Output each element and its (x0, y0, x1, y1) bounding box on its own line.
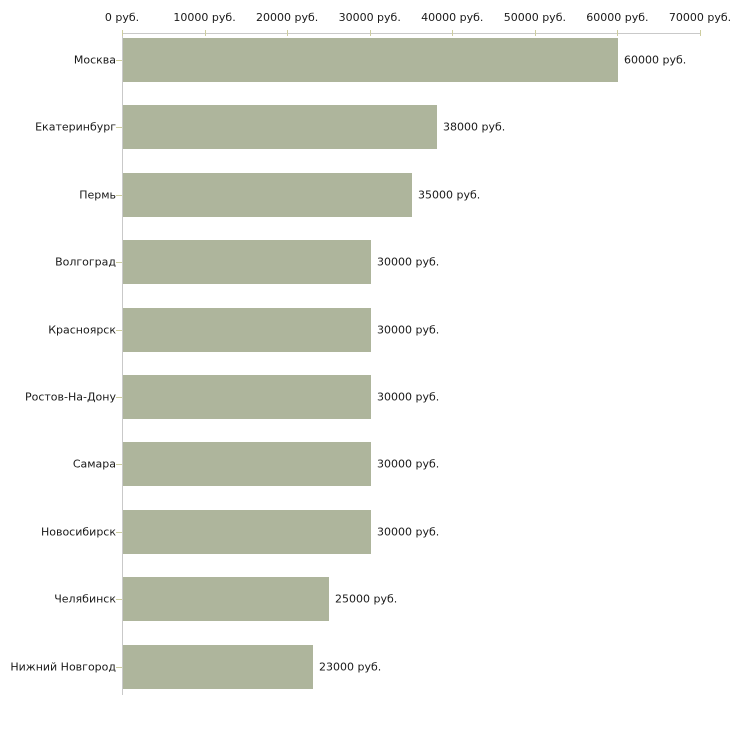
value-label: 30000 руб. (377, 390, 440, 404)
category-label: Челябинск (54, 592, 116, 606)
bar (123, 645, 313, 689)
category-label: Ростов-На-Дону (24, 390, 116, 404)
y-axis-tick-mark (116, 60, 122, 61)
y-axis-tick-mark (116, 464, 122, 465)
x-axis-tick-label: 10000 руб. (173, 11, 236, 24)
x-axis-tick-label: 70000 руб. (668, 11, 730, 24)
y-axis-tick-mark (116, 667, 122, 668)
y-axis-tick-mark (116, 127, 122, 128)
category-label: Екатеринбург (35, 120, 116, 134)
bar (123, 240, 371, 284)
bar (123, 442, 371, 486)
x-axis-tick-label: 0 руб. (104, 11, 140, 24)
x-axis-tick-mark (700, 30, 701, 36)
bar (123, 375, 371, 419)
y-axis-tick-mark (116, 195, 122, 196)
value-label: 30000 руб. (377, 525, 440, 539)
y-axis-tick-mark (116, 397, 122, 398)
x-axis-tick-mark (287, 30, 289, 36)
x-axis-tick-mark (617, 30, 619, 36)
x-axis-tick-label: 30000 руб. (338, 11, 401, 24)
value-label: 30000 руб. (377, 323, 440, 337)
bar (123, 308, 371, 352)
value-label: 23000 руб. (319, 660, 382, 674)
value-label: 60000 руб. (624, 53, 687, 67)
category-label: Волгоград (55, 255, 116, 269)
x-axis-tick-mark (534, 30, 536, 36)
value-label: 30000 руб. (377, 457, 440, 471)
category-label: Пермь (79, 188, 116, 202)
x-axis-tick-label: 60000 руб. (586, 11, 649, 24)
x-axis-tick-mark (122, 30, 123, 36)
bar (123, 38, 618, 82)
x-axis-tick-mark (204, 30, 206, 36)
y-axis-tick-mark (116, 262, 122, 263)
bar (123, 173, 412, 217)
y-axis-tick-mark (116, 599, 122, 600)
category-label: Москва (73, 53, 116, 67)
bar (123, 510, 371, 554)
bar (123, 105, 437, 149)
bar (123, 577, 329, 621)
value-label: 30000 руб. (377, 255, 440, 269)
x-axis-tick-label: 20000 руб. (256, 11, 319, 24)
category-label: Самара (72, 457, 116, 471)
y-axis-tick-mark (116, 330, 122, 331)
x-axis-tick-label: 40000 руб. (421, 11, 484, 24)
value-label: 25000 руб. (335, 592, 398, 606)
category-label: Красноярск (48, 323, 116, 337)
y-axis-tick-mark (116, 532, 122, 533)
x-axis-tick-mark (369, 30, 371, 36)
x-axis-tick-label: 50000 руб. (503, 11, 566, 24)
value-label: 35000 руб. (418, 188, 481, 202)
y-axis-line (122, 33, 123, 695)
category-label: Новосибирск (40, 525, 116, 539)
x-axis-tick-mark (452, 30, 454, 36)
value-label: 38000 руб. (443, 120, 506, 134)
category-label: Нижний Новгород (10, 660, 116, 674)
x-axis-line (122, 33, 700, 34)
